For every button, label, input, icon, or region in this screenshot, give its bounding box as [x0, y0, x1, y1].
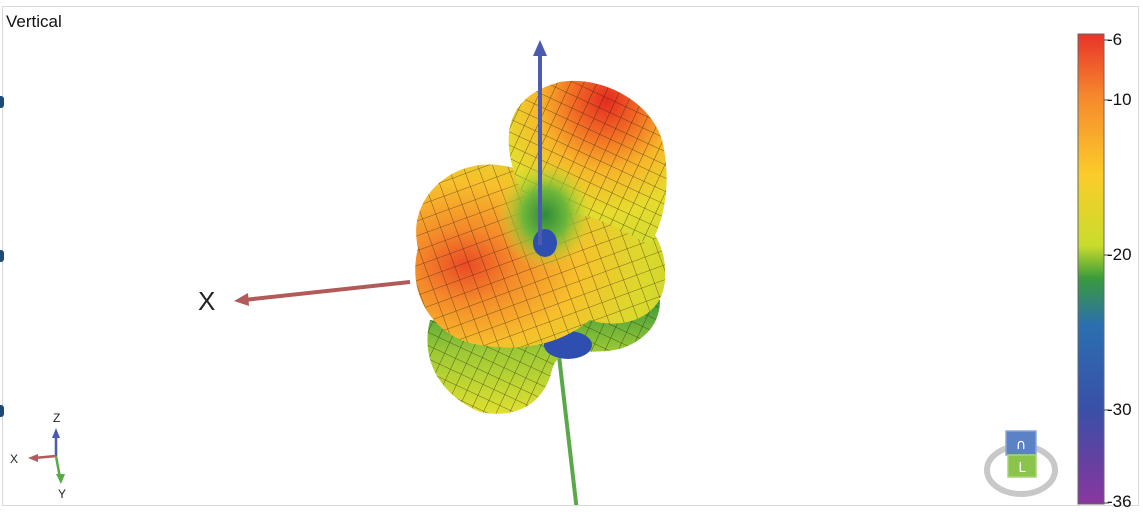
center-funnel: [497, 160, 593, 270]
edge-marker: [0, 96, 4, 108]
edge-marker: [0, 250, 4, 262]
center-null: [533, 229, 557, 257]
z-axis-arrowhead: [533, 40, 547, 56]
color-scale-bar: [1077, 33, 1105, 505]
scale-tick-label: -36: [1107, 492, 1132, 511]
view-title: Vertical: [6, 12, 62, 31]
orientation-triad: [28, 428, 65, 484]
triad-z-label: Z: [53, 411, 61, 425]
scale-tick-label: -10: [1107, 90, 1132, 109]
x-axis-line: [243, 280, 411, 302]
x-axis-arrowhead: [234, 293, 249, 306]
scale-tick-label: -20: [1107, 245, 1132, 264]
triad-x-label: X: [10, 452, 19, 466]
nav-cube-front-face: L: [1018, 461, 1026, 476]
x-axis-label: X: [198, 286, 216, 316]
scale-tick-label: -6: [1107, 30, 1123, 49]
edge-marker: [0, 405, 4, 417]
triad-y-label: Y: [58, 487, 67, 501]
navigation-cube[interactable]: ∩ L: [984, 430, 1058, 497]
nav-cube-top-face: ∩: [1016, 437, 1026, 453]
scale-tick-label: -30: [1107, 400, 1132, 419]
y-axis-line: [554, 329, 579, 505]
